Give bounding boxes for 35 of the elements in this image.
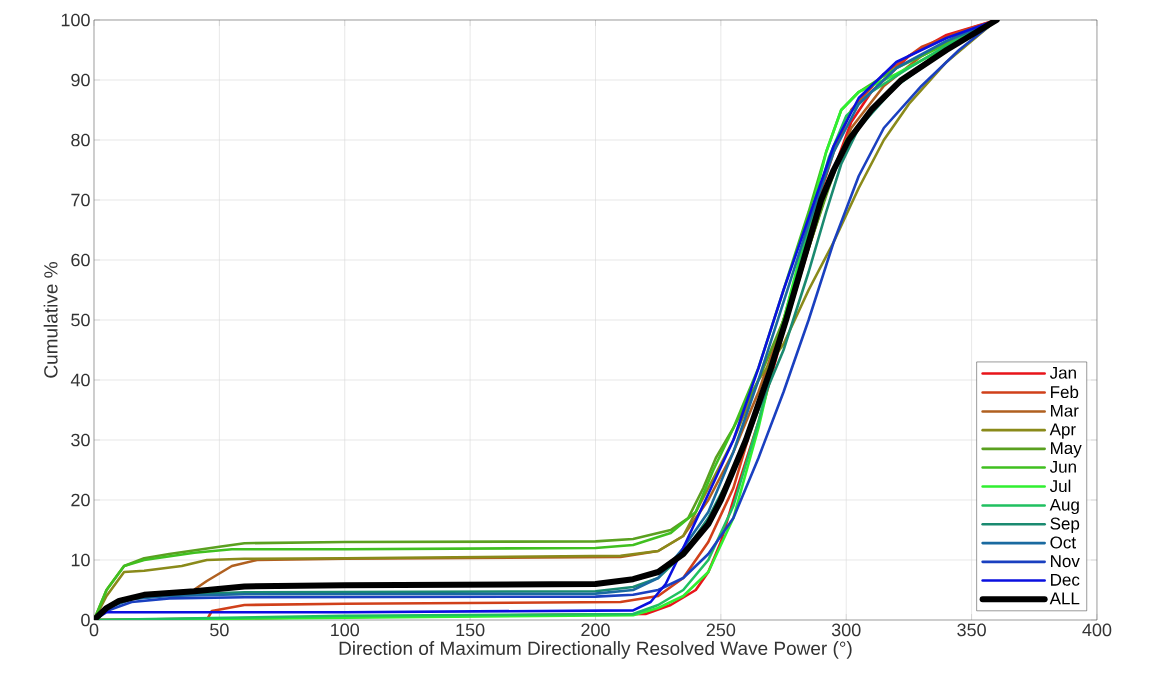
legend-label: Mar <box>1051 404 1079 417</box>
x-tick-label: 50 <box>210 623 229 637</box>
x-tick-label: 400 <box>1082 623 1112 637</box>
legend-label: Dec <box>1051 573 1080 586</box>
legend-label: Sep <box>1050 517 1080 533</box>
x-tick-label: 250 <box>706 623 736 637</box>
y-tick-label: 30 <box>71 433 90 447</box>
legend-label: Feb <box>1051 385 1079 399</box>
legend-label: May <box>1051 442 1082 458</box>
legend-label: Oct <box>1050 536 1076 549</box>
y-axis-title: Cumulative % <box>43 262 58 378</box>
y-tick-label: 20 <box>71 493 90 507</box>
y-tick-label: 90 <box>71 73 90 87</box>
y-tick-label: 40 <box>70 373 90 387</box>
x-axis-title: Direction of Maximum Directionally Resolved Wave Power (°) <box>339 641 852 659</box>
x-tick-label: 350 <box>957 623 986 637</box>
legend-label: Jan <box>1049 366 1076 379</box>
legend-label: ALL <box>1049 592 1080 605</box>
y-tick-label: 60 <box>71 253 90 267</box>
legend-label: Jul <box>1049 479 1071 493</box>
y-tick-label: 0 <box>81 613 90 627</box>
legend-label: Apr <box>1049 423 1076 439</box>
x-tick-label: 300 <box>831 623 861 637</box>
legend-label: Nov <box>1051 555 1080 568</box>
x-tick-label: 150 <box>456 623 485 637</box>
x-tick-label: 0 <box>89 623 99 637</box>
x-tick-label: 100 <box>331 623 360 637</box>
legend-label: Jun <box>1049 460 1076 473</box>
y-tick-label: 80 <box>71 133 90 147</box>
y-tick-label: 100 <box>61 13 90 27</box>
x-tick-label: 200 <box>581 623 610 637</box>
y-tick-label: 10 <box>71 553 90 567</box>
legend-label: Aug <box>1049 498 1079 515</box>
y-tick-label: 50 <box>71 313 90 327</box>
y-tick-label: 70 <box>71 193 90 207</box>
